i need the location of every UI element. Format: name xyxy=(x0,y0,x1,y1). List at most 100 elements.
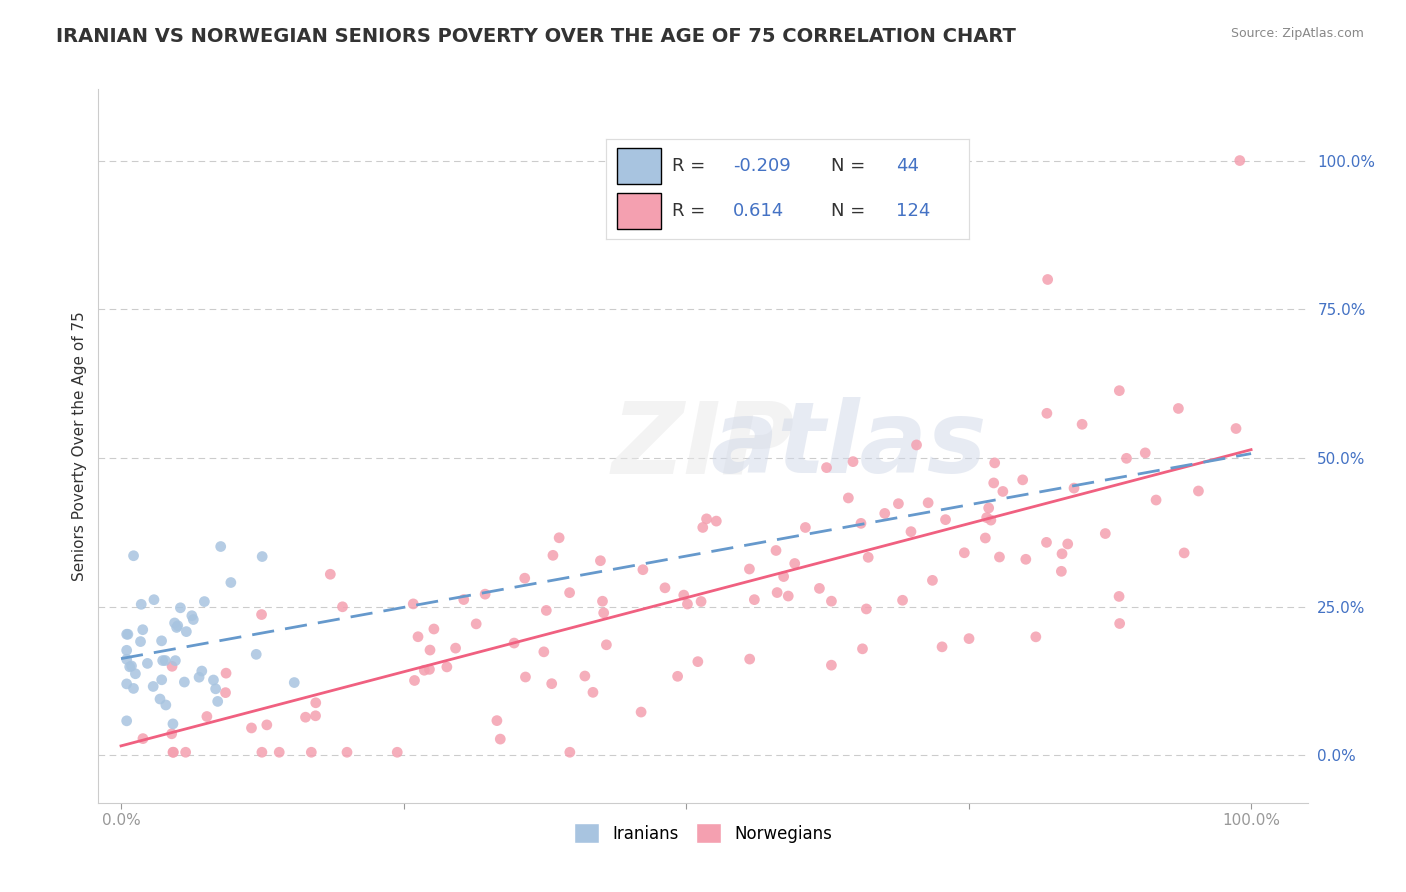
Point xyxy=(1036,272,1059,286)
Point xyxy=(1108,590,1130,604)
Point xyxy=(162,745,184,759)
Point xyxy=(117,627,139,641)
Point xyxy=(444,641,467,656)
Point xyxy=(589,554,612,568)
Legend: Iranians, Norwegians: Iranians, Norwegians xyxy=(565,814,841,852)
Point xyxy=(188,670,211,684)
Point xyxy=(485,714,508,728)
Point xyxy=(815,460,838,475)
Point xyxy=(1094,526,1116,541)
Point xyxy=(332,599,354,614)
Point xyxy=(855,602,877,616)
Point xyxy=(513,571,536,585)
Point xyxy=(891,593,914,607)
Text: ZIP: ZIP xyxy=(612,398,794,494)
Point xyxy=(541,549,564,563)
Point xyxy=(905,438,928,452)
Point xyxy=(765,543,787,558)
Point xyxy=(299,745,322,759)
Point xyxy=(132,623,155,637)
Point xyxy=(858,550,880,565)
Point xyxy=(142,680,165,694)
Point xyxy=(931,640,953,654)
Point xyxy=(533,645,555,659)
Point xyxy=(115,627,138,641)
Point xyxy=(1035,535,1057,549)
Y-axis label: Seniors Poverty Over the Age of 75: Seniors Poverty Over the Age of 75 xyxy=(72,311,87,581)
Point xyxy=(163,615,186,630)
Text: Source: ZipAtlas.com: Source: ZipAtlas.com xyxy=(1230,27,1364,40)
Point xyxy=(191,664,214,678)
Point xyxy=(873,507,896,521)
Point xyxy=(202,673,225,687)
Point xyxy=(423,622,446,636)
Point xyxy=(150,633,173,648)
Point xyxy=(672,588,695,602)
Point xyxy=(122,549,145,563)
Point xyxy=(336,745,359,759)
Point xyxy=(921,574,943,588)
Point xyxy=(592,594,614,608)
Point xyxy=(582,685,605,699)
Point xyxy=(772,569,794,583)
Point xyxy=(115,714,138,728)
Point xyxy=(165,654,187,668)
Point xyxy=(837,491,859,505)
Point xyxy=(419,643,441,657)
Point xyxy=(115,677,138,691)
Point xyxy=(256,718,278,732)
Point xyxy=(704,514,727,528)
Point xyxy=(193,594,215,608)
Point xyxy=(548,531,571,545)
Point xyxy=(983,475,1005,490)
Point xyxy=(240,721,263,735)
Point xyxy=(250,549,273,564)
Point xyxy=(1011,473,1033,487)
Point xyxy=(269,745,291,759)
Point xyxy=(934,513,956,527)
Point xyxy=(195,709,218,723)
Point xyxy=(988,549,1011,564)
Point xyxy=(209,540,232,554)
Point xyxy=(842,455,865,469)
Point xyxy=(1015,552,1038,566)
Point xyxy=(219,575,242,590)
Point xyxy=(1063,481,1085,495)
Point xyxy=(1135,446,1157,460)
Point xyxy=(654,581,676,595)
Point xyxy=(1071,417,1094,432)
Point xyxy=(207,694,229,708)
Point xyxy=(558,585,581,599)
Point xyxy=(404,673,426,688)
Point xyxy=(250,607,273,622)
Point xyxy=(1056,537,1078,551)
Point xyxy=(160,727,183,741)
Point xyxy=(1050,564,1073,578)
Point xyxy=(162,717,184,731)
Point xyxy=(820,658,842,673)
Point xyxy=(143,592,166,607)
Point xyxy=(136,657,159,671)
Point xyxy=(738,562,761,576)
Point xyxy=(132,731,155,746)
Point xyxy=(976,510,998,524)
Point xyxy=(558,745,581,759)
Point xyxy=(738,652,761,666)
Point xyxy=(155,653,177,667)
Point xyxy=(1108,616,1130,631)
Point xyxy=(294,710,316,724)
Point xyxy=(820,594,842,608)
Point xyxy=(181,613,204,627)
Point xyxy=(592,606,614,620)
Point xyxy=(115,652,138,666)
Point xyxy=(204,681,226,696)
Point xyxy=(900,524,922,539)
Point xyxy=(983,456,1005,470)
Point xyxy=(1036,406,1059,420)
Point xyxy=(686,655,709,669)
Point xyxy=(160,659,183,673)
Point xyxy=(666,669,689,683)
Point xyxy=(794,520,817,534)
Point xyxy=(1108,384,1130,398)
Point xyxy=(122,681,145,696)
